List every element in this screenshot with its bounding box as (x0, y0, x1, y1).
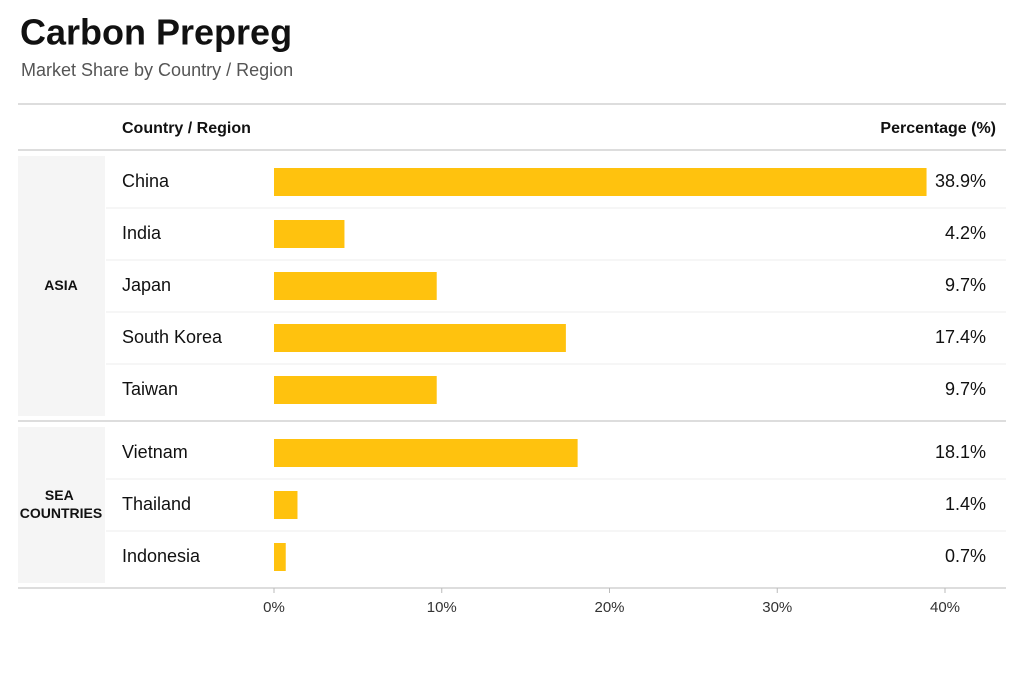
value-label: 9.7% (945, 379, 986, 399)
x-tick-label: 20% (594, 599, 624, 616)
group-label: SEA COUNTRIES (20, 487, 102, 521)
category-label: Indonesia (122, 546, 201, 566)
bar (274, 324, 566, 352)
value-label: 1.4% (945, 494, 986, 514)
group-label: ASIA (44, 277, 77, 293)
category-label: China (122, 171, 170, 191)
bar (274, 543, 286, 571)
category-label: Vietnam (122, 442, 188, 462)
value-label: 4.2% (945, 223, 986, 243)
value-label: 9.7% (945, 275, 986, 295)
category-label: Taiwan (122, 379, 178, 399)
category-label: Thailand (122, 494, 191, 514)
category-label: Japan (122, 275, 171, 295)
group-band (18, 427, 105, 583)
value-header: Percentage (%) (880, 120, 996, 137)
bar (274, 168, 927, 196)
value-label: 17.4% (935, 327, 986, 347)
chart-title: Carbon Prepreg (20, 12, 292, 53)
category-label: India (122, 223, 162, 243)
bar (274, 272, 437, 300)
value-label: 18.1% (935, 442, 986, 462)
value-label: 0.7% (945, 546, 986, 566)
bar (274, 439, 578, 467)
chart-subtitle: Market Share by Country / Region (21, 60, 293, 80)
category-label: South Korea (122, 327, 223, 347)
x-tick-label: 10% (427, 599, 457, 616)
x-tick-label: 0% (263, 599, 285, 616)
bar (274, 376, 437, 404)
category-header: Country / Region (122, 120, 251, 137)
group-band (18, 156, 105, 416)
bar (274, 220, 345, 248)
x-tick-label: 40% (930, 599, 960, 616)
x-tick-label: 30% (762, 599, 792, 616)
value-label: 38.9% (935, 171, 986, 191)
bar (274, 491, 298, 519)
